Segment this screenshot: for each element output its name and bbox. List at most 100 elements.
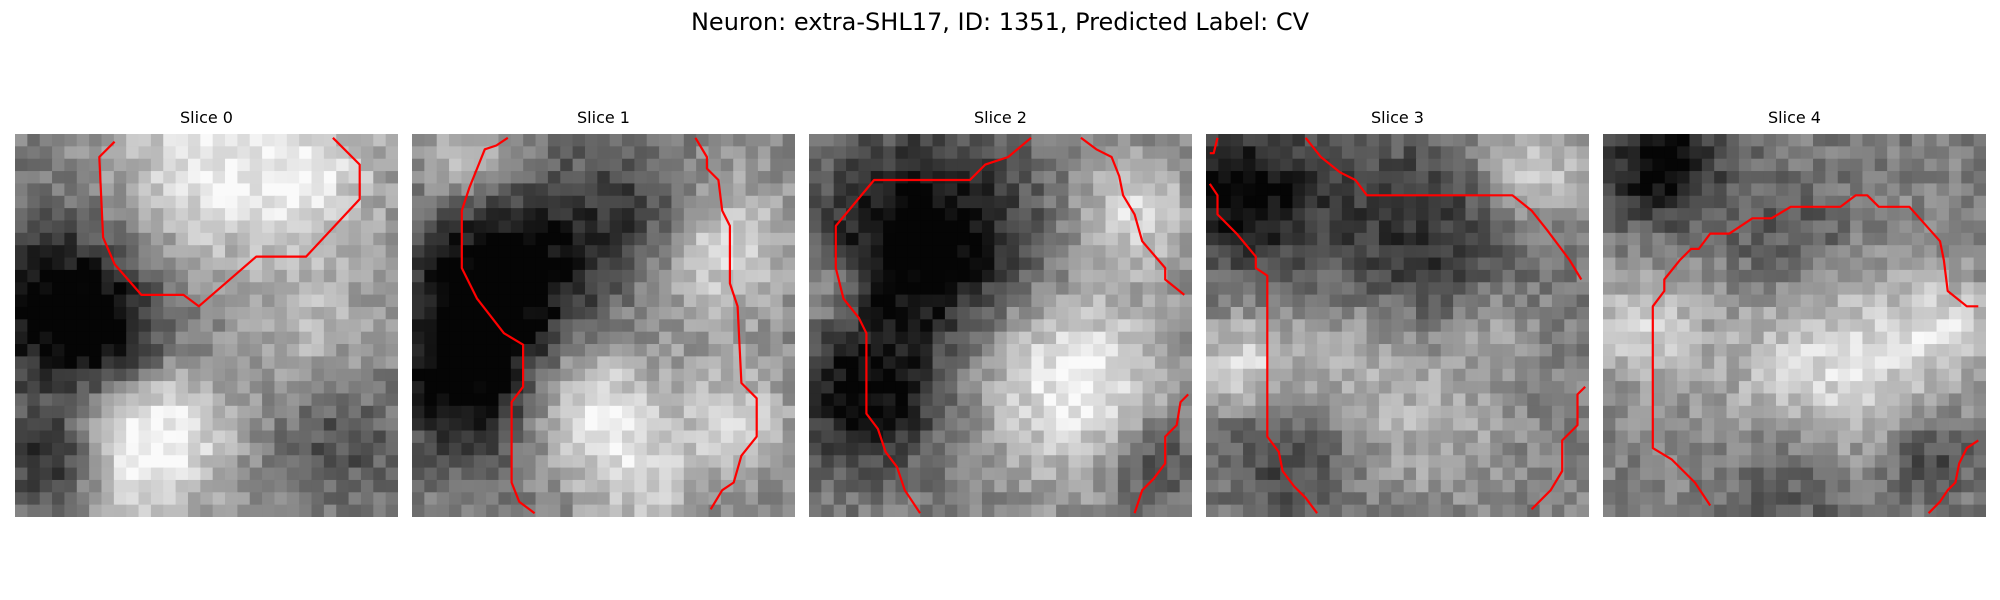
pixel-cell — [1230, 492, 1244, 506]
pixel-cell — [745, 257, 759, 271]
pixel-cell — [436, 455, 450, 469]
pixel-cell — [200, 319, 214, 333]
pixel-cell — [1874, 146, 1888, 160]
pixel-cell — [163, 183, 177, 197]
pixel-cell — [1961, 134, 1975, 147]
pixel-cell — [1477, 430, 1491, 444]
pixel-cell — [64, 368, 78, 382]
pixel-cell — [597, 282, 611, 296]
pixel-cell — [200, 171, 214, 185]
pixel-cell — [1243, 171, 1257, 185]
pixel-cell — [163, 344, 177, 357]
pixel-cell — [1206, 393, 1219, 407]
pixel-cell — [1292, 306, 1306, 320]
pixel-cell — [745, 430, 759, 444]
pixel-cell — [360, 430, 374, 444]
pixel-cell — [200, 467, 214, 481]
pixel-cell — [535, 282, 549, 296]
pixel-cell — [1080, 442, 1094, 456]
pixel-cell — [523, 220, 537, 234]
pixel-cell — [560, 492, 574, 506]
pixel-cell — [1230, 146, 1244, 160]
pixel-cell — [920, 344, 934, 357]
pixel-cell — [560, 319, 574, 333]
pixel-cell — [1874, 306, 1888, 320]
pixel-cell — [883, 294, 897, 308]
pixel-cell — [846, 171, 860, 185]
pixel-cell — [833, 381, 847, 395]
pixel-cell — [360, 331, 374, 345]
pixel-cell — [150, 418, 164, 432]
pixel-cell — [1043, 368, 1057, 382]
pixel-cell — [1019, 257, 1032, 271]
pixel-cell — [634, 442, 648, 456]
pixel-cell — [1206, 319, 1219, 333]
pixel-cell — [1031, 344, 1045, 357]
pixel-cell — [1603, 269, 1616, 283]
pixel-cell — [237, 442, 251, 456]
pixel-cell — [1899, 442, 1913, 456]
pixel-cell — [1527, 331, 1541, 345]
pixel-cell — [1874, 492, 1888, 506]
pixel-cell — [1056, 245, 1070, 259]
pixel-cell — [1031, 430, 1045, 444]
pixel-cell — [708, 134, 722, 147]
pixel-cell — [138, 467, 152, 481]
pixel-cell — [286, 467, 300, 481]
pixel-cell — [833, 146, 847, 160]
pixel-cell — [833, 134, 847, 147]
pixel-cell — [64, 455, 78, 469]
pixel-cell — [634, 504, 648, 517]
pixel-cell — [560, 504, 574, 517]
pixel-cell — [1280, 306, 1294, 320]
pixel-cell — [1130, 171, 1144, 185]
pixel-cell — [609, 195, 623, 209]
pixel-cell — [1887, 455, 1901, 469]
pixel-cell — [932, 455, 946, 469]
pixel-cell — [1948, 220, 1962, 234]
pixel-cell — [994, 479, 1008, 493]
pixel-cell — [1267, 504, 1281, 517]
pixel-cell — [1627, 146, 1641, 160]
pixel-cell — [870, 504, 884, 517]
pixel-cell — [821, 331, 835, 345]
pixel-cell — [1763, 257, 1777, 271]
pixel-cell — [249, 479, 263, 493]
pixel-cell — [1514, 232, 1528, 246]
pixel-cell — [1218, 405, 1232, 419]
pixel-cell — [1652, 282, 1666, 296]
pixel-cell — [1391, 467, 1405, 481]
pixel-cell — [1179, 418, 1192, 432]
pixel-cell — [696, 418, 710, 432]
pixel-cell — [1825, 158, 1839, 172]
pixel-cell — [436, 220, 450, 234]
pixel-cell — [895, 418, 909, 432]
pixel-cell — [1862, 183, 1876, 197]
pixel-cell — [1652, 479, 1666, 493]
pixel-cell — [523, 269, 537, 283]
pixel-cell — [1490, 467, 1504, 481]
pixel-cell — [1179, 208, 1192, 222]
pixel-cell — [150, 455, 164, 469]
pixel-cell — [113, 455, 127, 469]
pixel-cell — [1117, 245, 1131, 259]
pixel-cell — [163, 195, 177, 209]
pixel-cell — [1031, 158, 1045, 172]
pixel-cell — [870, 368, 884, 382]
pixel-cell — [821, 492, 835, 506]
pixel-cell — [1428, 455, 1442, 469]
pixel-cell — [696, 306, 710, 320]
pixel-cell — [907, 306, 921, 320]
pixel-cell — [76, 467, 90, 481]
pixel-cell — [1465, 245, 1479, 259]
pixel-cell — [1179, 455, 1192, 469]
pixel-cell — [1056, 418, 1070, 432]
pixel-cell — [1218, 195, 1232, 209]
pixel-cell — [212, 134, 226, 147]
pixel-cell — [1465, 195, 1479, 209]
pixel-cell — [262, 356, 276, 370]
pixel-cell — [1689, 294, 1703, 308]
pixel-cell — [373, 171, 387, 185]
pixel-cell — [1453, 134, 1467, 147]
pixel-cell — [932, 158, 946, 172]
